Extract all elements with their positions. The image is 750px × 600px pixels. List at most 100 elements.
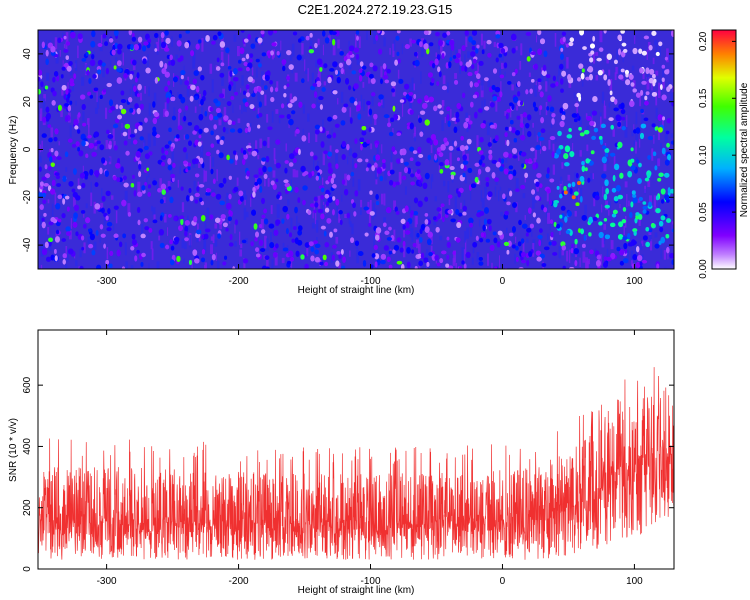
heatmap-cell (154, 44, 157, 52)
heatmap-cell (622, 206, 627, 212)
heatmap-cell (365, 167, 369, 172)
heatmap-cell (284, 182, 290, 188)
heatmap-cell (522, 241, 525, 252)
heatmap-cell (594, 248, 597, 254)
heatmap-cell (536, 256, 542, 262)
heatmap-cell (261, 265, 267, 269)
heatmap-cell (380, 193, 384, 205)
heatmap-cell (223, 106, 227, 118)
heatmap-cell (356, 35, 359, 41)
heatmap-cell (82, 111, 85, 122)
heatmap-cell (437, 104, 442, 109)
heatmap-cell (489, 102, 495, 108)
heatmap-cell (346, 174, 351, 181)
heatmap-cell (267, 178, 270, 187)
heatmap-cell (301, 43, 304, 55)
heatmap-cell (558, 65, 561, 76)
heatmap-cell (594, 195, 600, 201)
heatmap-cell (632, 194, 637, 198)
heatmap-cell (262, 165, 267, 173)
heatmap-cell (216, 57, 220, 63)
heatmap-cell (666, 218, 672, 224)
heatmap-cell (181, 238, 185, 249)
heatmap-cell (371, 92, 376, 97)
heatmap-cell (198, 134, 202, 139)
heatmap-cell (356, 158, 363, 163)
heatmap-cell (623, 225, 626, 235)
heatmap-cell (300, 165, 306, 173)
heatmap-cell (423, 43, 429, 50)
heatmap-cell (597, 69, 603, 76)
heatmap-cell (360, 205, 362, 215)
heatmap-cell (416, 232, 420, 238)
heatmap-cell (152, 130, 157, 137)
heatmap-cell (284, 167, 288, 174)
heatmap-cell (654, 232, 658, 238)
heatmap-cell (219, 72, 225, 78)
heatmap-cell (647, 155, 651, 160)
heatmap-cell (574, 210, 577, 217)
heatmap-cell (388, 264, 393, 269)
heatmap-cell (159, 60, 164, 68)
heatmap-cell (608, 117, 614, 122)
heatmap-cell (504, 126, 509, 131)
heatmap-cell (200, 98, 204, 106)
heatmap-cell (428, 42, 434, 47)
heatmap-cell (525, 232, 529, 237)
heatmap-cell (621, 126, 626, 131)
heatmap-cell (540, 38, 546, 45)
heatmap-cell (546, 188, 552, 194)
heatmap-cell (449, 152, 452, 167)
heatmap-cell (624, 181, 628, 188)
heatmap-cell (494, 86, 501, 93)
heatmap-cell (189, 95, 194, 102)
heatmap-cell (260, 90, 265, 95)
heatmap-cell (598, 135, 603, 140)
heatmap-cell (267, 126, 273, 131)
heatmap-cell (350, 171, 355, 177)
heatmap-cell (472, 241, 478, 248)
heatmap-cell (128, 97, 133, 103)
heatmap-cell (276, 50, 280, 56)
heatmap-cell (623, 242, 628, 250)
heatmap-cell (329, 187, 333, 199)
heatmap-cell (543, 246, 550, 251)
heatmap-cell (167, 180, 171, 190)
heatmap-cell (70, 218, 73, 229)
heatmap-cell (500, 48, 506, 54)
heatmap-cell (287, 103, 293, 108)
heatmap-cell (504, 210, 509, 216)
heatmap-cell (658, 220, 664, 227)
heatmap-cell (229, 233, 233, 241)
heatmap-cell (561, 70, 567, 77)
heatmap-cell (91, 30, 96, 38)
heatmap-cell (323, 63, 328, 69)
heatmap-cell (296, 54, 302, 61)
heatmap-cell (426, 47, 430, 55)
heatmap-cell (201, 38, 204, 52)
heatmap-cell (45, 106, 50, 113)
heatmap-cell (671, 259, 674, 266)
heatmap-cell (129, 133, 136, 138)
heatmap-cell (196, 186, 200, 192)
heatmap-cell (514, 253, 516, 264)
heatmap-cell (153, 214, 156, 222)
heatmap-cell (286, 213, 290, 220)
heatmap-cell (560, 47, 564, 52)
heatmap-cell (280, 40, 282, 51)
heatmap-cell (97, 43, 103, 48)
heatmap-cell (603, 261, 608, 268)
heatmap-cell (558, 246, 561, 259)
heatmap-cell (549, 106, 555, 113)
heatmap-cell (498, 190, 500, 202)
heatmap-cell (460, 136, 464, 141)
heatmap-cell (242, 98, 247, 103)
heatmap-cell (294, 186, 299, 193)
y-tick-label: -40 (22, 237, 33, 252)
heatmap-cell (292, 158, 297, 164)
heatmap-cell (282, 242, 285, 252)
heatmap-cell (453, 250, 456, 263)
heatmap-cell (411, 169, 413, 177)
heatmap-cell (414, 52, 418, 57)
